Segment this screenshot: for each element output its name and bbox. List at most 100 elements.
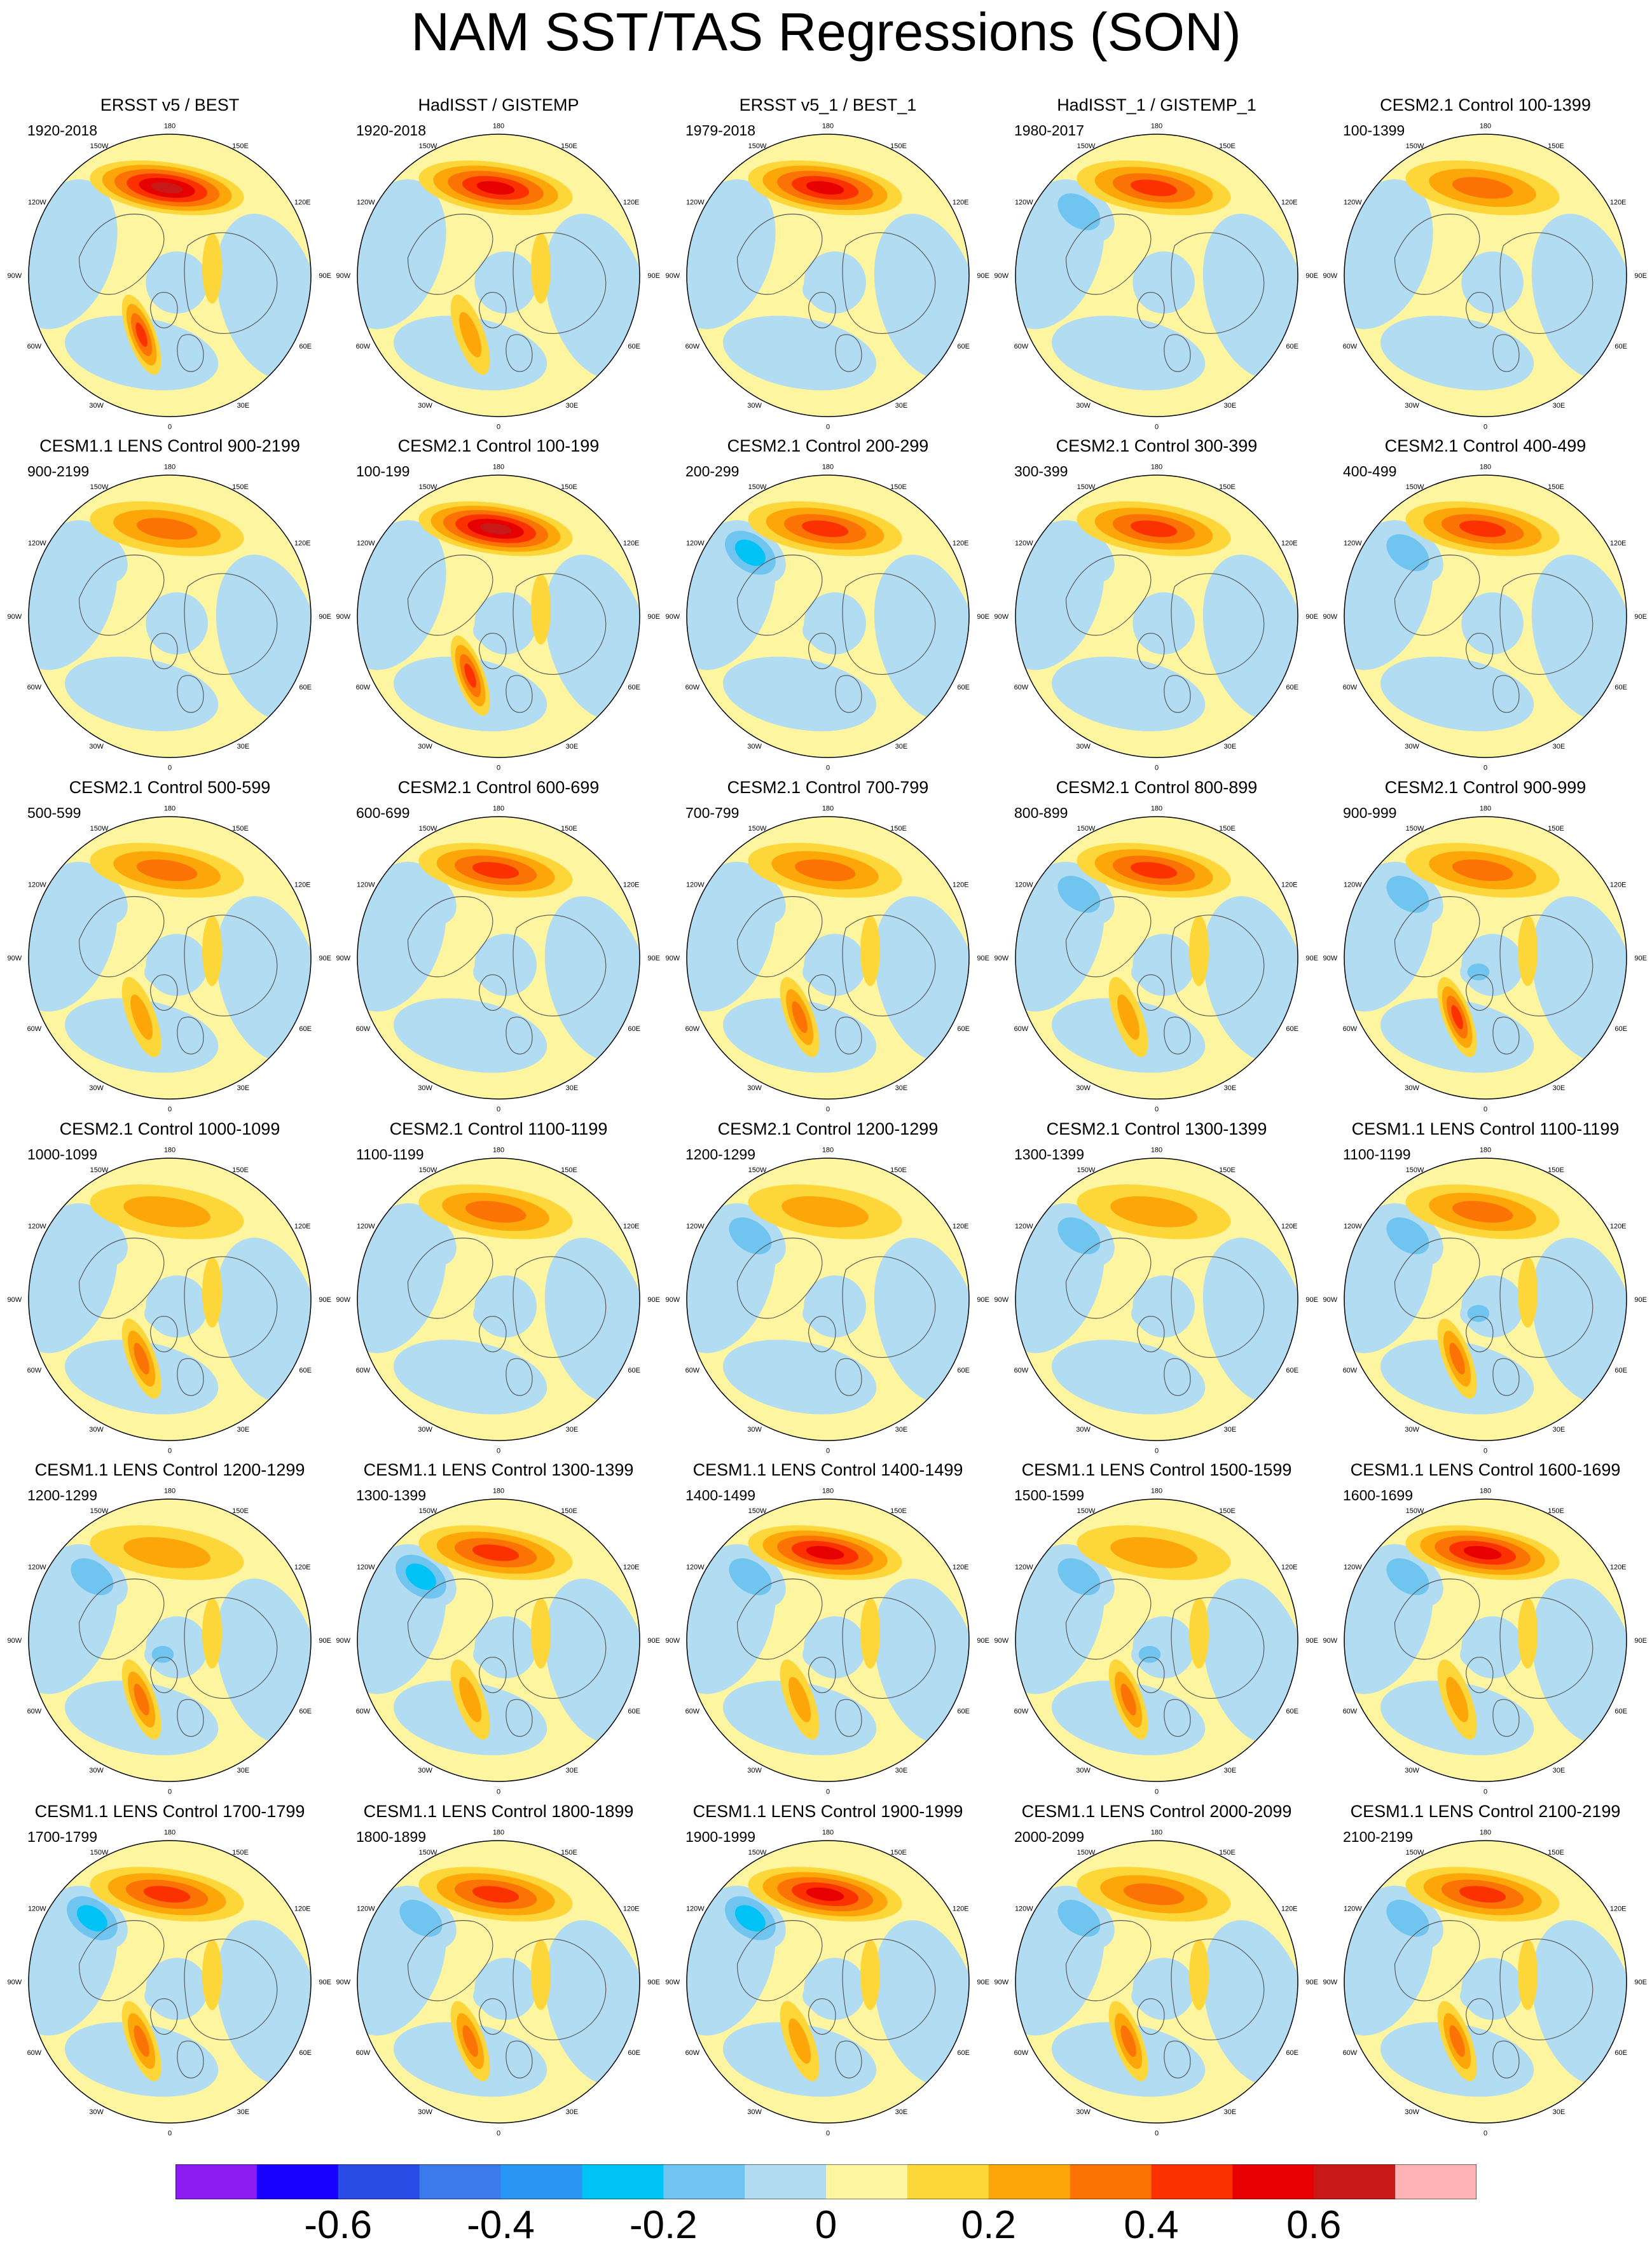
longitude-label: 30W: [747, 1084, 762, 1092]
polar-map: 180 150E 120E 90E 60E 30E 0 30W 60W 90W 120W 150W: [994, 464, 1318, 772]
longitude-label: 150E: [1548, 825, 1564, 833]
longitude-label: 30E: [1224, 2108, 1237, 2116]
panel-period-label: 1980-2017: [1014, 122, 1084, 139]
map-panel: CESM2.1 Control 1100-1199 1100-1199 180 150…: [334, 1119, 663, 1460]
coastline: [479, 1998, 507, 2035]
longitude-label: 120E: [1610, 540, 1627, 548]
longitude-label: 150W: [748, 825, 767, 833]
coastline: [1499, 1939, 1593, 2040]
longitude-label: 60W: [356, 684, 371, 691]
map-boundary: [357, 134, 640, 417]
longitude-label: 30E: [1553, 1767, 1566, 1774]
atlantic-positive-anomaly: [788, 2018, 811, 2064]
longitude-label: 90W: [7, 272, 22, 280]
longitude-label: 30W: [747, 402, 762, 410]
longitude-label: 150E: [1548, 1507, 1564, 1515]
longitude-label: 150W: [1077, 483, 1096, 491]
longitude-label: 60W: [1343, 1025, 1358, 1033]
negative-band: [216, 896, 311, 1062]
arctic-negative-anomaly: [802, 616, 839, 645]
longitude-label: 150W: [90, 1507, 109, 1515]
colorbar-tick-label: -0.6: [304, 2203, 373, 2247]
map-boundary: [1344, 1840, 1627, 2124]
coastline: [808, 292, 836, 329]
longitude-label: 180: [1151, 1147, 1162, 1154]
polar-map: 180 150E 120E 90E 60E 30E 0 30W 60W 90W 120W 150W: [1323, 464, 1647, 772]
panel-period-label: 100-199: [356, 463, 410, 480]
map-boundary: [1344, 134, 1627, 417]
coastline: [1394, 555, 1480, 636]
polar-map: 180 150E 120E 90E 60E 30E 0 30W 60W 90W 120W 150W: [7, 1147, 331, 1455]
negative-band: [544, 214, 640, 380]
coastline: [78, 896, 165, 978]
longitude-label: 90W: [994, 1637, 1008, 1645]
longitude-label: 150W: [1406, 1507, 1424, 1515]
longitude-label: 150W: [748, 1507, 767, 1515]
longitude-label: 60W: [27, 2049, 42, 2057]
arctic-negative-anomaly: [1131, 1982, 1168, 2010]
coastline: [1164, 675, 1191, 713]
colorbar-swatch: [663, 2164, 745, 2199]
map-boundary: [1015, 134, 1298, 417]
longitude-label: 90E: [1634, 955, 1647, 962]
longitude-label: 60E: [1286, 684, 1298, 691]
longitude-label: 180: [1151, 805, 1162, 813]
panel-title: CESM1.1 LENS Control 1200-1299: [34, 1460, 305, 1479]
pacific-positive-anomaly: [1463, 1545, 1502, 1559]
longitude-label: 60E: [1286, 1708, 1298, 1715]
coastline: [842, 1597, 936, 1699]
coastline: [177, 675, 204, 713]
longitude-label: 120W: [28, 540, 46, 548]
longitude-label: 180: [164, 1488, 176, 1495]
longitude-label: 90E: [1634, 613, 1647, 621]
panel-period-label: 2000-2099: [1014, 1829, 1084, 1845]
longitude-label: 60W: [1014, 2049, 1029, 2057]
longitude-label: 30W: [418, 2108, 432, 2116]
map-panel: CESM1.1 LENS Control 1200-1299 1200-1299 1…: [5, 1460, 334, 1801]
negative-band: [1202, 555, 1298, 721]
longitude-label: 60W: [356, 1025, 371, 1033]
map-panel: CESM2.1 Control 1200-1299 1200-1299 180 150…: [663, 1119, 993, 1460]
longitude-label: 0: [497, 424, 500, 431]
longitude-label: 150E: [232, 142, 249, 150]
panel-period-label: 1400-1499: [685, 1487, 755, 1504]
longitude-label: 90W: [1323, 1296, 1337, 1304]
longitude-label: 30W: [418, 1767, 432, 1774]
map-panel: CESM2.1 Control 800-899 800-899 180 150E 120…: [992, 778, 1321, 1119]
longitude-label: 30E: [237, 1767, 250, 1774]
longitude-label: 180: [164, 1829, 176, 1837]
longitude-label: 120W: [1344, 540, 1362, 548]
longitude-label: 60W: [685, 1708, 700, 1715]
negative-band: [1051, 656, 1206, 731]
longitude-label: 120E: [1281, 540, 1298, 548]
negative-band: [1461, 251, 1524, 314]
panel-period-label: 1200-1299: [27, 1487, 97, 1504]
longitude-label: 0: [1483, 1448, 1487, 1455]
longitude-label: 0: [1155, 1106, 1159, 1114]
longitude-label: 120E: [1610, 1223, 1627, 1231]
polar-map: 180 150E 120E 90E 60E 30E 0 30W 60W 90W 120W 150W: [1323, 1488, 1647, 1796]
longitude-label: 150W: [748, 1849, 767, 1856]
arctic-negative-anomaly: [473, 616, 510, 645]
longitude-label: 120W: [1015, 199, 1033, 207]
coastline: [407, 896, 493, 978]
coastline: [1065, 1579, 1152, 1660]
longitude-label: 120W: [686, 540, 705, 548]
coastline: [1394, 1920, 1480, 2002]
atlantic-positive-anomaly: [1446, 1677, 1469, 1722]
pacific-positive-anomaly: [465, 1201, 527, 1223]
colorbar-swatch: [500, 2164, 582, 2199]
coastline: [78, 1238, 165, 1319]
negative-band: [1051, 1339, 1206, 1414]
longitude-label: 30E: [1553, 1426, 1566, 1434]
longitude-label: 30E: [237, 1426, 250, 1434]
coastline: [1137, 974, 1165, 1011]
longitude-label: 150W: [1406, 825, 1424, 833]
longitude-label: 0: [168, 1788, 172, 1796]
longitude-label: 90E: [1305, 1296, 1318, 1304]
colorbar-swatch: [1232, 2164, 1314, 2199]
arctic-negative-anomaly: [802, 1640, 839, 1669]
longitude-label: 120W: [28, 1223, 46, 1231]
coastline: [1137, 1998, 1165, 2035]
polar-map: 180 150E 120E 90E 60E 30E 0 30W 60W 90W 120W 150W: [336, 464, 660, 772]
